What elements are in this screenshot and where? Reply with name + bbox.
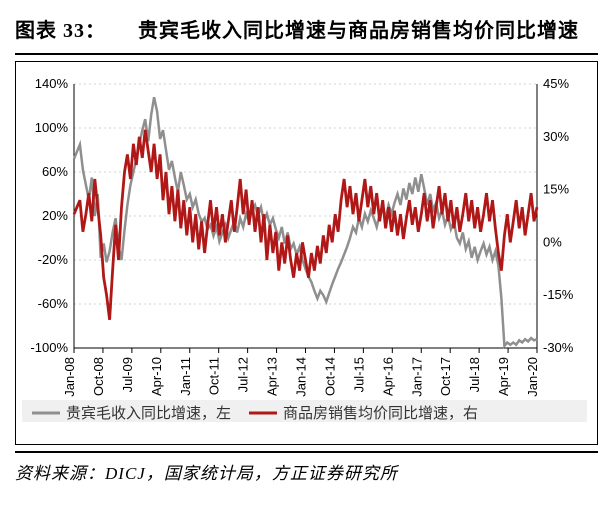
svg-text:Apr-10: Apr-10: [149, 357, 164, 396]
svg-text:60%: 60%: [42, 164, 68, 179]
svg-text:140%: 140%: [35, 76, 69, 91]
svg-text:45%: 45%: [543, 76, 569, 91]
svg-text:Apr-13: Apr-13: [265, 357, 280, 396]
title-rule: [15, 53, 598, 55]
svg-text:100%: 100%: [35, 120, 69, 135]
svg-text:Jul-12: Jul-12: [236, 357, 251, 392]
svg-text:-30%: -30%: [543, 340, 574, 355]
chart: -100% -60% -20% 20% 60% 100% 140% -30% -15% 0% 15%…: [22, 70, 587, 440]
svg-text:-100%: -100%: [30, 340, 68, 355]
svg-text:0%: 0%: [543, 234, 562, 249]
svg-text:Jan-11: Jan-11: [178, 357, 193, 396]
svg-text:Oct-14: Oct-14: [322, 357, 337, 396]
chart-container: -100% -60% -20% 20% 60% 100% 140% -30% -15% 0% 15%…: [15, 61, 598, 445]
svg-text:-20%: -20%: [38, 252, 69, 267]
svg-text:Jan-08: Jan-08: [62, 357, 77, 397]
svg-text:Oct-17: Oct-17: [438, 357, 453, 396]
svg-text:Jul-18: Jul-18: [467, 357, 482, 392]
svg-text:Jan-17: Jan-17: [409, 357, 424, 397]
svg-text:Jul-15: Jul-15: [351, 357, 366, 392]
source-rule: [15, 451, 598, 453]
svg-text:15%: 15%: [543, 182, 569, 197]
svg-text:Apr-19: Apr-19: [496, 357, 511, 396]
svg-text:Jul-09: Jul-09: [120, 357, 135, 392]
svg-text:Apr-16: Apr-16: [380, 357, 395, 396]
svg-text:Jan-20: Jan-20: [525, 357, 540, 397]
svg-text:商品房销售均价同比增速，右: 商品房销售均价同比增速，右: [283, 405, 478, 422]
svg-text:-60%: -60%: [38, 296, 69, 311]
svg-text:贵宾毛收入同比增速，左: 贵宾毛收入同比增速，左: [66, 405, 231, 422]
svg-text:20%: 20%: [42, 208, 68, 223]
svg-text:Jan-14: Jan-14: [294, 357, 309, 397]
svg-text:30%: 30%: [543, 129, 569, 144]
svg-text:-15%: -15%: [543, 287, 574, 302]
svg-text:Oct-08: Oct-08: [91, 357, 106, 396]
source-line: 资料来源：DICJ，国家统计局，方正证券研究所: [15, 459, 598, 484]
chart-title: 图表 33： 贵宾毛收入同比增速与商品房销售均价同比增速: [15, 15, 598, 47]
svg-text:Oct-11: Oct-11: [207, 357, 222, 395]
